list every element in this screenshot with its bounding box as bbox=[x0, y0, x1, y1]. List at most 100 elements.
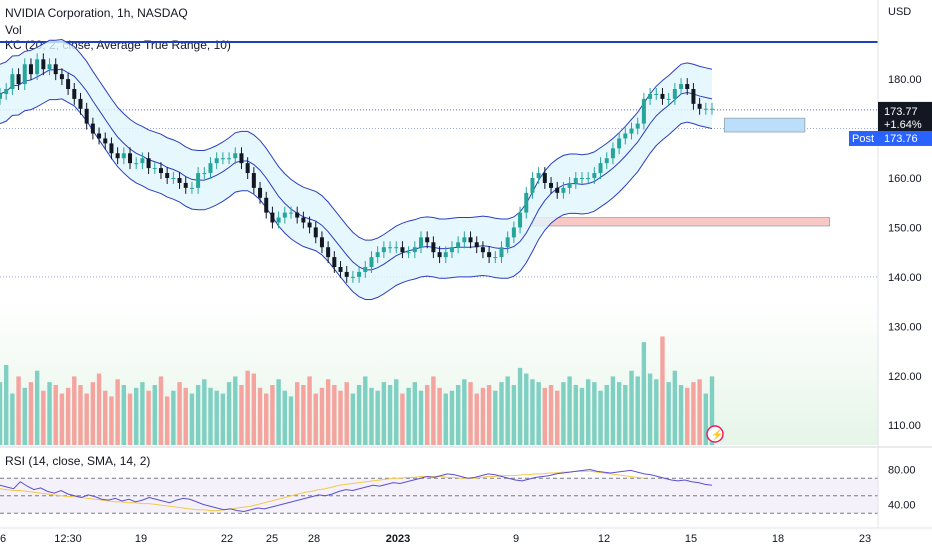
volume-bar bbox=[369, 387, 374, 445]
date-tick: 18 bbox=[772, 533, 784, 545]
candle-body bbox=[629, 128, 634, 134]
symbol-title: NVIDIA Corporation, 1h, NASDAQ bbox=[5, 6, 188, 20]
volume-bar bbox=[96, 373, 102, 445]
volume-bar bbox=[697, 379, 702, 445]
candle-body bbox=[511, 227, 516, 238]
candle-body bbox=[245, 163, 250, 174]
candle-body bbox=[344, 271, 349, 277]
volume-bar bbox=[109, 396, 114, 445]
candle-body bbox=[419, 237, 424, 248]
volume-bar bbox=[356, 385, 362, 445]
volume-bar bbox=[208, 387, 213, 445]
lightning-glyph: ⚡ bbox=[711, 428, 723, 441]
candle-body bbox=[703, 108, 708, 110]
volume-bar bbox=[462, 379, 467, 445]
volume-bar bbox=[530, 379, 535, 445]
volume-bar bbox=[443, 393, 448, 445]
volume-bar bbox=[319, 387, 325, 445]
candle-body bbox=[35, 59, 40, 75]
date-tick: 26 bbox=[0, 533, 6, 545]
volume-bar bbox=[294, 382, 300, 445]
candle-body bbox=[233, 153, 238, 159]
candle-body bbox=[350, 276, 355, 278]
candle-body bbox=[202, 173, 207, 175]
volume-bar bbox=[134, 387, 139, 445]
volume-bar bbox=[387, 385, 393, 445]
volume-bar bbox=[10, 393, 15, 445]
volume-bar bbox=[140, 382, 145, 445]
date-tick: 22 bbox=[221, 533, 233, 545]
candle-body bbox=[22, 64, 27, 85]
candle-body bbox=[623, 133, 628, 139]
candle-body bbox=[4, 89, 9, 94]
candle-body bbox=[319, 237, 324, 248]
candle-body bbox=[66, 79, 71, 89]
volume-bar bbox=[226, 382, 232, 445]
candle-body bbox=[72, 89, 77, 99]
candle-body bbox=[499, 247, 504, 258]
price-tick: 160.00 bbox=[888, 173, 922, 185]
candle-body bbox=[41, 59, 46, 70]
candle-body bbox=[394, 247, 399, 249]
channel-fill bbox=[0, 39, 712, 300]
volume-bar bbox=[486, 385, 492, 445]
candle-body bbox=[635, 123, 640, 129]
candle-body bbox=[103, 138, 108, 144]
candle-body bbox=[97, 133, 102, 139]
volume-bar bbox=[65, 387, 71, 445]
candle-body bbox=[189, 187, 194, 189]
last-price-value: 173.77 bbox=[884, 106, 918, 118]
volume-bar bbox=[474, 393, 479, 445]
candle-body bbox=[412, 247, 417, 253]
price-tick: 180.00 bbox=[888, 74, 922, 86]
post-label: Post bbox=[852, 133, 874, 145]
price-tick: 120.00 bbox=[888, 371, 922, 383]
volume-bar bbox=[449, 390, 455, 445]
zone-box bbox=[723, 117, 806, 133]
candle-body bbox=[288, 212, 293, 214]
volume-bar bbox=[84, 393, 89, 445]
candle-body bbox=[307, 222, 312, 228]
lightning-icon bbox=[706, 425, 724, 443]
volume-bar bbox=[567, 376, 572, 445]
candle-body bbox=[685, 84, 690, 89]
volume-bar bbox=[598, 390, 603, 445]
volume-bar bbox=[47, 382, 52, 445]
volume-legend[interactable]: Vol bbox=[5, 23, 22, 37]
candle-body bbox=[710, 108, 714, 110]
volume-bar bbox=[412, 382, 418, 445]
volume-bar bbox=[28, 382, 34, 445]
volume-bar bbox=[53, 385, 58, 445]
post-tag bbox=[849, 130, 878, 146]
volume-bar bbox=[270, 385, 275, 445]
volume-bar bbox=[437, 387, 442, 445]
rsi-legend[interactable]: RSI (14, close, SMA, 14, 2) bbox=[5, 454, 151, 468]
volume-bar bbox=[288, 396, 294, 445]
candle-body bbox=[28, 64, 33, 75]
volume-bar bbox=[158, 376, 164, 445]
candle-body bbox=[134, 163, 139, 165]
volume-bar bbox=[78, 385, 83, 445]
volume-bar bbox=[3, 365, 9, 445]
candle-body bbox=[59, 74, 64, 80]
candle-body bbox=[270, 212, 275, 223]
volume-bar bbox=[72, 376, 77, 445]
rsi-line bbox=[0, 468, 713, 513]
volume-bar bbox=[517, 367, 523, 445]
candle-body bbox=[691, 89, 696, 104]
candle-body bbox=[388, 247, 393, 249]
volume-bar bbox=[635, 376, 640, 445]
volume-bar bbox=[666, 382, 671, 445]
candle-body bbox=[598, 163, 603, 174]
candle-body bbox=[654, 93, 659, 95]
volume-bar bbox=[0, 382, 3, 445]
volume-bar bbox=[505, 376, 510, 445]
volume-bar bbox=[709, 376, 715, 445]
date-tick: 25 bbox=[266, 533, 278, 545]
volume-bar bbox=[214, 390, 219, 445]
volume-bar bbox=[616, 382, 622, 445]
volume-bar bbox=[678, 385, 684, 445]
candle-body bbox=[78, 98, 83, 109]
price-tick: 150.00 bbox=[888, 222, 922, 234]
